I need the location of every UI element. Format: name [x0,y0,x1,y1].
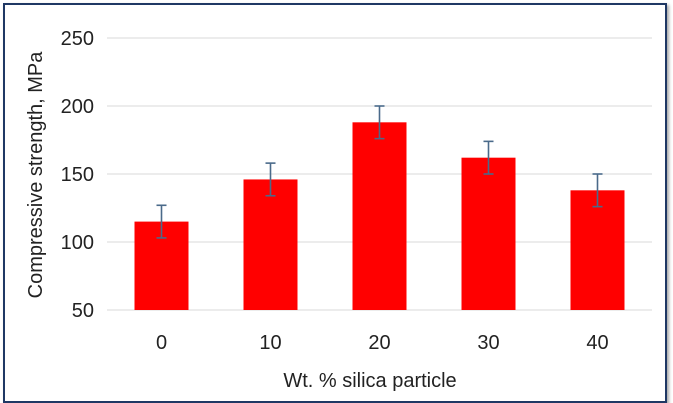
x-tick-label: 40 [586,332,608,354]
y-axis-label: Compressive strength, MPa [25,51,47,299]
y-tick-label: 50 [72,300,94,322]
bar-10 [243,179,298,310]
y-tick-labels: 50 100 150 200 250 [61,28,94,322]
x-tick-label: 10 [259,332,281,354]
x-tick-label: 20 [368,332,390,354]
x-tick-label: 30 [477,332,499,354]
error-bars [156,105,603,239]
y-tick-label: 250 [61,28,94,50]
x-tick-labels: 0 10 20 30 40 [156,332,609,354]
error-bar-20 [374,105,385,140]
y-tick-label: 150 [61,164,94,186]
error-bar-0 [156,204,167,239]
bar-30 [461,157,516,310]
x-axis-label: Wt. % silica particle [283,370,456,392]
chart-border [3,3,667,403]
error-bar-40 [592,173,603,208]
y-tick-label: 100 [61,232,94,254]
bar-40 [570,190,625,310]
x-tick-label: 0 [156,332,167,354]
error-bar-10 [265,162,276,197]
error-bar-30 [483,140,494,175]
y-tick-label: 200 [61,96,94,118]
bars [134,122,625,310]
bar-20 [352,122,407,310]
